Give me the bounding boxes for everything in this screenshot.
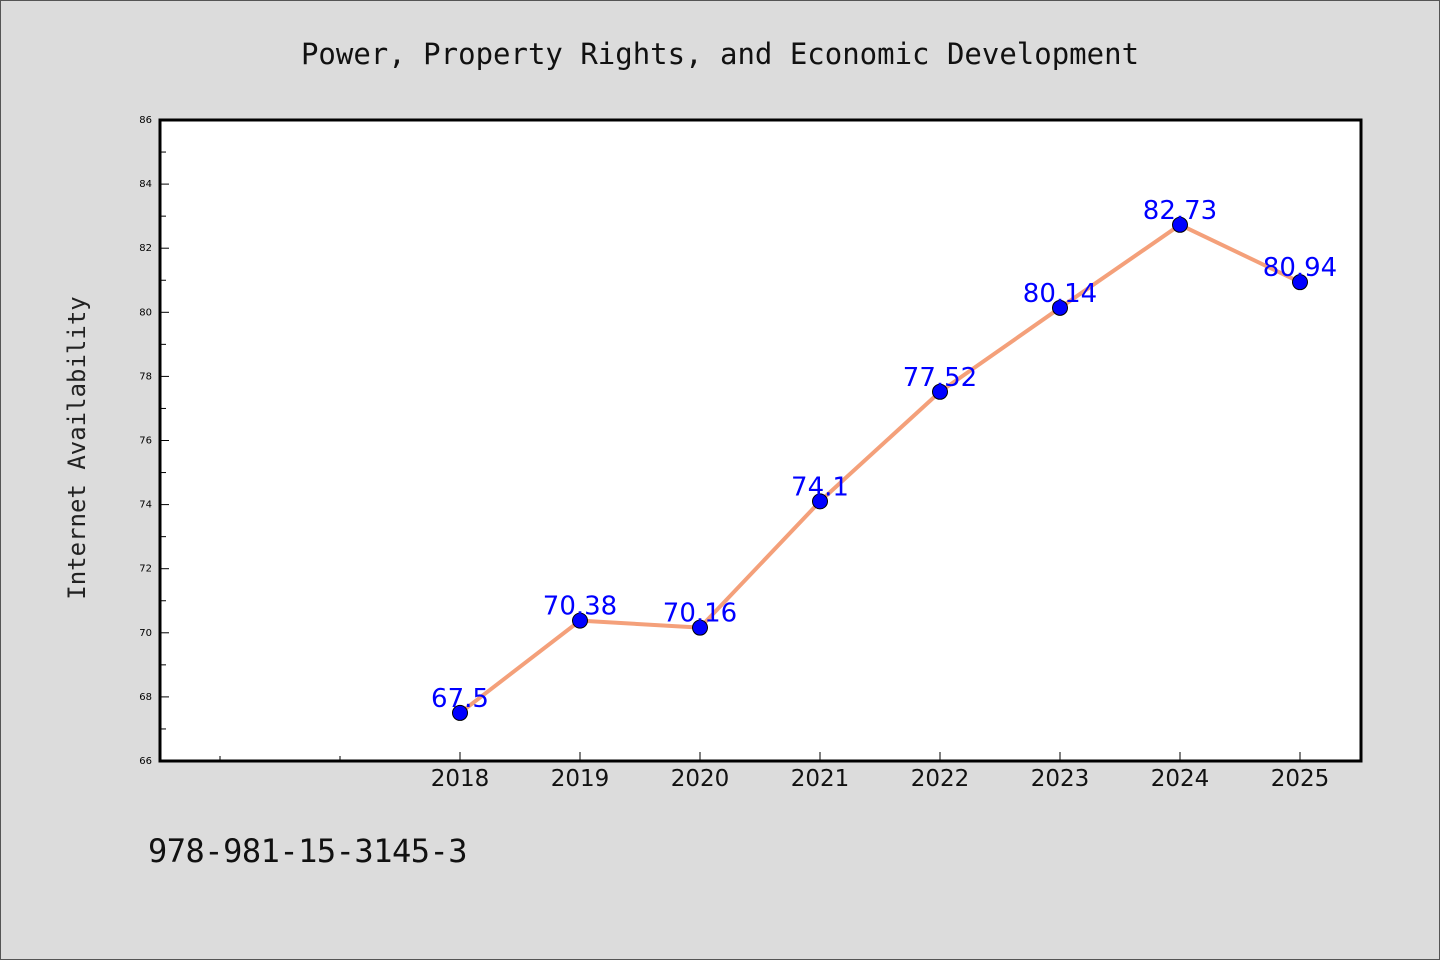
y-tick-label: 70 — [139, 628, 152, 639]
data-point — [1292, 274, 1308, 291]
x-axis: 2018 2019 2020 2021 2022 2023 2024 2025 — [219, 752, 1330, 792]
data-point — [1172, 216, 1188, 233]
data-label: 80.94 — [1263, 253, 1337, 283]
x-tick-label: 2023 — [1031, 766, 1090, 792]
y-tick-label: 78 — [139, 371, 152, 382]
data-point — [932, 383, 948, 400]
y-tick-label: 76 — [139, 436, 152, 447]
x-tick-label: 2019 — [551, 766, 610, 792]
x-tick-label: 2018 — [431, 766, 490, 792]
footer-code: 978-981-15-3145-3 — [148, 832, 468, 870]
data-point — [692, 619, 708, 636]
data-label: 82.73 — [1143, 196, 1217, 226]
data-label: 74.1 — [791, 472, 849, 502]
y-tick-label: 84 — [139, 179, 152, 190]
y-tick-label: 74 — [139, 500, 152, 511]
series-1: 67.5 70.38 70.16 74.1 77.52 80.14 82.73 80.94 — [431, 196, 1337, 721]
data-point — [812, 493, 828, 510]
data-point — [452, 704, 468, 721]
y-tick-label: 82 — [139, 243, 152, 254]
data-point — [1052, 299, 1068, 316]
plot-area — [158, 118, 1363, 763]
chart-title: Power, Property Rights, and Economic Dev… — [301, 37, 1139, 71]
data-label: 70.38 — [543, 592, 617, 622]
x-tick-label: 2020 — [671, 766, 730, 792]
data-label: 80.14 — [1023, 279, 1097, 309]
x-tick-label: 2021 — [791, 766, 850, 792]
x-tick-label: 2024 — [1151, 766, 1210, 792]
y-tick-label: 66 — [139, 756, 152, 767]
data-label: 67.5 — [431, 684, 489, 714]
data-label: 77.52 — [903, 363, 977, 393]
x-tick-label: 2025 — [1271, 766, 1330, 792]
series-line — [458, 222, 1301, 715]
data-label: 70.16 — [663, 599, 737, 629]
y-tick-label: 68 — [139, 692, 152, 703]
y-tick-label: 80 — [139, 307, 152, 318]
data-point — [572, 612, 588, 629]
y-axis-label: Internet Availability — [63, 296, 91, 599]
x-tick-label: 2022 — [911, 766, 970, 792]
y-tick-label: 86 — [139, 115, 152, 126]
y-tick-label: 72 — [139, 564, 152, 575]
y-axis: 66 68 70 72 74 76 78 80 82 84 86 — [139, 115, 169, 767]
